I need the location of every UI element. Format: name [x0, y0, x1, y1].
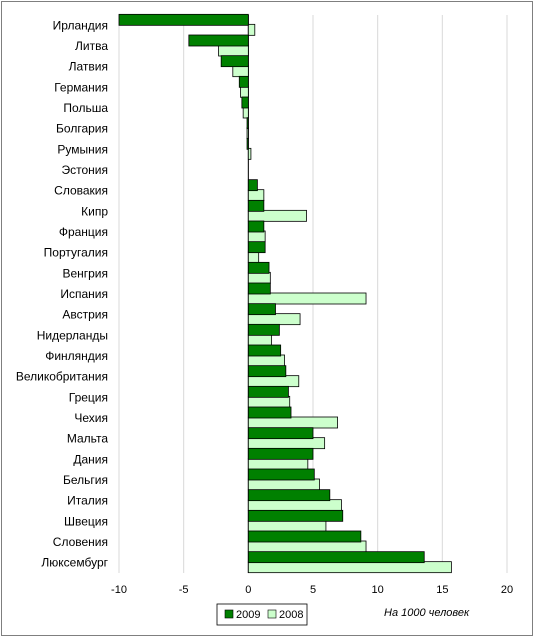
category-label: Испания	[60, 287, 108, 301]
bar-2009	[247, 303, 276, 316]
category-label: Нидерланды	[37, 328, 108, 342]
category-label: Чехия	[74, 411, 108, 425]
bar-2008	[240, 85, 249, 98]
bar-2009	[220, 55, 249, 68]
bar-2008	[247, 478, 320, 491]
legend-swatch-2009	[224, 609, 234, 619]
category-label: Мальта	[67, 432, 108, 446]
bar-2009	[247, 323, 280, 336]
legend-swatch-2008	[267, 609, 277, 619]
bar-2008	[247, 23, 256, 36]
category-label: Швеция	[64, 514, 108, 528]
x-axis-unit-label: На 1000 человек	[384, 607, 470, 619]
bar-2009	[247, 365, 287, 378]
bar-2008	[247, 251, 260, 264]
bar-2009	[247, 282, 271, 295]
x-tick-label: 0	[245, 584, 251, 596]
category-label: Кипр	[81, 204, 108, 218]
bar-2008	[247, 230, 266, 243]
category-label: Литва	[75, 39, 108, 53]
bar-2009	[247, 427, 314, 440]
category-label: Франция	[59, 225, 108, 239]
bar-2009	[238, 75, 249, 88]
bar-2009	[247, 406, 292, 419]
bar-2008	[242, 106, 249, 119]
bar-2009	[247, 468, 315, 481]
legend-label-2008: 2008	[279, 609, 303, 621]
x-tick-label: -10	[111, 584, 127, 596]
category-label: Словения	[53, 535, 108, 549]
legend-box	[216, 603, 308, 626]
bar-2008	[247, 292, 367, 305]
bar-2009	[247, 385, 289, 398]
bar-2008	[247, 499, 342, 512]
bar-2008	[247, 457, 309, 470]
category-label: Латвия	[69, 60, 108, 74]
bar-2008	[247, 540, 367, 553]
bar-2009	[247, 179, 258, 192]
legend-label-2009: 2009	[236, 609, 260, 621]
bar-2008	[247, 333, 273, 346]
bar-2008	[247, 561, 452, 574]
bar-2008	[247, 354, 285, 367]
bar-2008	[247, 437, 326, 450]
bar-2008	[247, 375, 300, 388]
category-label: Румыния	[57, 142, 108, 156]
bar-2008	[247, 189, 265, 202]
category-label: Италия	[67, 494, 108, 508]
bar-2009	[188, 34, 249, 47]
bar-2008	[247, 416, 338, 429]
bar-2009	[247, 447, 314, 460]
bar-2009	[247, 261, 270, 274]
x-tick-label: 15	[436, 584, 448, 596]
bar-2008	[247, 209, 307, 222]
bar-2009	[241, 96, 249, 109]
bar-2008	[247, 519, 327, 532]
x-tick-label: 20	[501, 584, 513, 596]
category-label: Польша	[63, 101, 108, 115]
bar-2009	[246, 137, 249, 150]
bar-2009	[247, 344, 282, 357]
bar-2009	[247, 220, 265, 233]
category-label: Ирландия	[53, 18, 108, 32]
bar-2008	[218, 44, 249, 57]
bar-2008	[247, 395, 291, 408]
bar-2008	[247, 147, 252, 160]
bar-2009	[247, 530, 362, 543]
category-label: Словакия	[54, 184, 108, 198]
bar-2008	[232, 65, 249, 78]
bar-2009	[247, 241, 266, 254]
category-label: Дания	[73, 452, 108, 466]
bar-2008	[247, 271, 271, 284]
category-label: Финляндия	[45, 349, 108, 363]
category-label: Бельгия	[63, 473, 108, 487]
bar-2008	[247, 313, 301, 326]
bar-2009	[247, 509, 344, 522]
bar-2009	[247, 489, 331, 502]
x-tick-label: 10	[372, 584, 384, 596]
category-label: Австрия	[62, 308, 108, 322]
bar-2009	[246, 117, 249, 130]
category-label: Греция	[69, 390, 108, 404]
category-label: Великобритания	[16, 370, 108, 384]
bar-2009	[247, 551, 425, 564]
category-label: Эстония	[62, 163, 109, 177]
x-tick-label: -5	[179, 584, 189, 596]
category-label: Португалия	[44, 246, 108, 260]
x-tick-label: 5	[310, 584, 316, 596]
bar-2009	[247, 199, 265, 212]
category-label: Люксембург	[41, 556, 108, 570]
bar-2009	[118, 13, 249, 26]
category-label: Германия	[54, 80, 108, 94]
category-label: Болгария	[56, 122, 108, 136]
category-label: Венгрия	[62, 266, 108, 280]
bar-2008	[246, 127, 249, 140]
